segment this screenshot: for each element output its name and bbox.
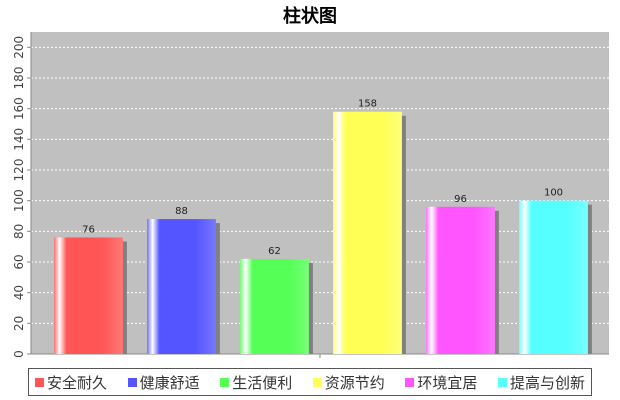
data-labels: 76 88 62 158 96 100 — [82, 99, 563, 257]
y-tick-label: 140 — [12, 128, 26, 151]
legend-label: 提高与创新 — [509, 373, 585, 392]
legend-label: 资源节约 — [324, 373, 385, 392]
bar — [147, 219, 216, 354]
legend-item: 环境宜居 — [405, 372, 477, 393]
y-tick-label: 20 — [12, 316, 26, 331]
y-tick-label: 200 — [12, 36, 26, 59]
chart-title: 柱状图 — [283, 6, 337, 27]
data-label: 62 — [268, 246, 281, 257]
legend-label: 安全耐久 — [47, 373, 108, 392]
y-tick-label: 40 — [12, 285, 26, 300]
y-tick-label: 100 — [12, 189, 26, 212]
bar — [519, 200, 588, 354]
data-label: 88 — [175, 206, 188, 217]
legend-swatch — [312, 377, 322, 387]
legend-swatch — [220, 377, 230, 387]
y-tick-label: 60 — [12, 254, 26, 269]
legend-swatch — [405, 377, 415, 387]
x-axis — [31, 353, 609, 358]
bar — [54, 237, 123, 354]
legend-item: 资源节约 — [312, 372, 385, 393]
bar — [333, 111, 402, 354]
y-tick-label: 120 — [12, 159, 26, 182]
data-label: 158 — [358, 99, 377, 110]
bar — [240, 258, 309, 354]
legend-item: 提高与创新 — [497, 372, 585, 393]
legend-swatch — [497, 377, 507, 387]
y-tick-label: 180 — [12, 67, 26, 90]
data-label: 76 — [82, 224, 95, 235]
plot-area — [31, 32, 609, 354]
y-tick-label: 160 — [12, 97, 26, 120]
legend-item: 生活便利 — [220, 372, 292, 393]
data-label: 96 — [454, 194, 467, 205]
legend-item: 健康舒适 — [127, 372, 200, 393]
legend-swatch — [35, 377, 44, 387]
legend-label: 健康舒适 — [139, 373, 200, 392]
data-label: 100 — [544, 188, 563, 199]
legend-item: 安全耐久 — [35, 372, 107, 393]
gridlines — [31, 46, 609, 324]
bars — [54, 111, 592, 354]
legend: 安全耐久 健康舒适 生活便利 资源节约 环境宜居 提高与创新 — [28, 368, 592, 396]
legend-label: 生活便利 — [232, 373, 293, 392]
bar — [426, 206, 495, 354]
legend-label: 环境宜居 — [417, 373, 478, 392]
legend-swatch — [127, 377, 137, 387]
y-tick-label: 0 — [12, 350, 26, 358]
y-axis: 0 20 40 60 80 100 120 140 160 180 200 — [12, 32, 32, 358]
y-tick-label: 80 — [12, 224, 26, 239]
